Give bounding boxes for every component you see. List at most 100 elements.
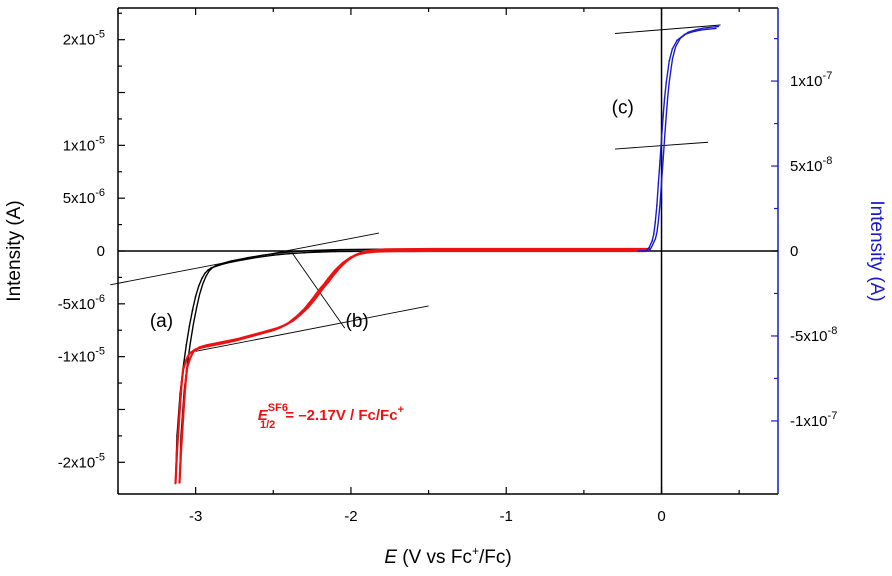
tick-label-base: -2x10 bbox=[58, 454, 96, 471]
tangent-guide-line bbox=[195, 305, 429, 352]
series-b-point bbox=[365, 251, 368, 254]
tick-label-exponent: -8 bbox=[823, 155, 833, 167]
data-series bbox=[174, 25, 720, 485]
series-b-point bbox=[280, 326, 282, 328]
series-a-point bbox=[225, 262, 228, 264]
y-left-tick-label: -1x10-5 bbox=[58, 346, 105, 366]
series-c-point bbox=[654, 221, 657, 223]
series-a-point bbox=[272, 254, 275, 257]
curve-label-a: (a) bbox=[150, 311, 173, 332]
y-right-tick-label: 5x10-8 bbox=[790, 155, 832, 175]
series-c-point bbox=[671, 47, 674, 50]
y-left-tick-label: 2x10-5 bbox=[63, 29, 105, 49]
tick-label-base: 2x10 bbox=[63, 32, 96, 49]
series-a-trace-2 bbox=[178, 248, 650, 484]
series-a-point bbox=[288, 252, 290, 255]
series-b-point bbox=[326, 278, 329, 281]
tick-label-exponent: -5 bbox=[95, 451, 105, 463]
series-c-trace-2 bbox=[641, 25, 720, 252]
series-b-point bbox=[381, 250, 383, 253]
series-c-point bbox=[651, 240, 654, 242]
series-b-point bbox=[210, 344, 212, 347]
e-half-subscript: 1/2 bbox=[260, 419, 275, 431]
series-c-point bbox=[652, 233, 655, 235]
series-c-point bbox=[676, 39, 678, 42]
series-a-point bbox=[185, 344, 188, 346]
series-c-point bbox=[660, 138, 663, 140]
series-b-point bbox=[225, 341, 228, 344]
y-right-tick-label: 0 bbox=[790, 243, 798, 260]
series-b-point bbox=[396, 250, 399, 253]
e-half-sup2: + bbox=[398, 404, 404, 416]
series-b-point bbox=[176, 450, 178, 453]
series-c-point bbox=[663, 97, 666, 99]
series-b-trace-1 bbox=[174, 249, 646, 484]
series-b-point bbox=[311, 298, 313, 301]
y-right-tick-label: 1x10-7 bbox=[790, 70, 832, 90]
series-b-point bbox=[288, 322, 290, 324]
series-b-point bbox=[342, 261, 344, 264]
series-b-point bbox=[182, 368, 185, 371]
series-c-point bbox=[665, 81, 667, 84]
tick-label-base: 1x10 bbox=[790, 73, 823, 90]
e-half-annotation: ESF6 1/2 = –2.17V / Fc/Fc+ bbox=[258, 402, 404, 431]
series-b-point bbox=[295, 315, 298, 318]
series-b-point bbox=[194, 348, 197, 351]
y-left-tick-label: 0 bbox=[97, 243, 105, 260]
x-axis-title-sup: + bbox=[472, 544, 479, 558]
series-c-point bbox=[659, 160, 661, 162]
curve-label-c: (c) bbox=[612, 97, 634, 118]
series-b-point bbox=[443, 250, 445, 252]
series-b-point bbox=[412, 250, 414, 252]
tick-label-base: -1x10 bbox=[58, 349, 96, 366]
tick-label-base: 5x10 bbox=[790, 158, 823, 175]
tick-label-exponent: -5 bbox=[95, 29, 105, 41]
tangent-guide-line bbox=[614, 24, 721, 34]
series-a-point bbox=[256, 256, 259, 259]
series-a-point bbox=[334, 250, 337, 253]
y-right-tick-label: -1x10-7 bbox=[790, 410, 837, 430]
x-axis-title: E (V vs Fc+/Fc) bbox=[384, 544, 511, 568]
series-b-point bbox=[427, 250, 430, 252]
series-c-point bbox=[662, 115, 664, 118]
tick-label-base: -1x10 bbox=[790, 413, 828, 430]
series-a-point bbox=[197, 285, 200, 287]
series-c-point bbox=[691, 30, 694, 33]
tick-label-exponent: -7 bbox=[823, 70, 833, 82]
series-b-point bbox=[218, 343, 220, 345]
y-left-tick-label: -2x10-5 bbox=[58, 451, 105, 471]
series-a-point bbox=[210, 267, 212, 269]
series-b-point bbox=[505, 250, 508, 252]
tick-labels: -3 -2 -1 02x10-51x10-55x10-60-5x10-6-1x10-5… bbox=[58, 29, 838, 525]
series-c-point bbox=[648, 246, 650, 249]
x-tick-label: 0 bbox=[657, 508, 665, 525]
series-c-point bbox=[707, 28, 709, 31]
series-b-point bbox=[180, 382, 183, 384]
series-a-point bbox=[204, 272, 206, 274]
series-c-point bbox=[656, 204, 658, 206]
tick-label-base: 5x10 bbox=[63, 190, 96, 207]
annotations: (a) (b) (c) bbox=[150, 97, 634, 332]
e-half-superscript: SF6 bbox=[268, 402, 288, 414]
series-b-point bbox=[319, 288, 321, 290]
tick-label-base: -5x10 bbox=[58, 296, 96, 313]
y-axis-right-title: Intensity (A) bbox=[866, 200, 887, 301]
series-a-point bbox=[188, 325, 191, 327]
series-b-point bbox=[350, 256, 352, 259]
series-c-point bbox=[715, 27, 717, 30]
y-left-tick-label: 1x10-5 bbox=[63, 134, 105, 154]
series-b-point bbox=[323, 282, 326, 285]
x-axis-title-symbol: E bbox=[384, 547, 397, 568]
series-b-point bbox=[174, 482, 177, 485]
series-c-point bbox=[668, 59, 671, 62]
series-a-point bbox=[350, 250, 352, 253]
series-b-point bbox=[373, 251, 376, 253]
tick-label-exponent: -6 bbox=[95, 293, 105, 305]
x-axis-title-tail: /Fc) bbox=[479, 547, 512, 568]
tick-label-base: 0 bbox=[97, 243, 105, 260]
x-tick-label: -1 bbox=[500, 508, 513, 525]
series-b-point bbox=[303, 308, 306, 310]
series-b-point bbox=[202, 346, 205, 348]
